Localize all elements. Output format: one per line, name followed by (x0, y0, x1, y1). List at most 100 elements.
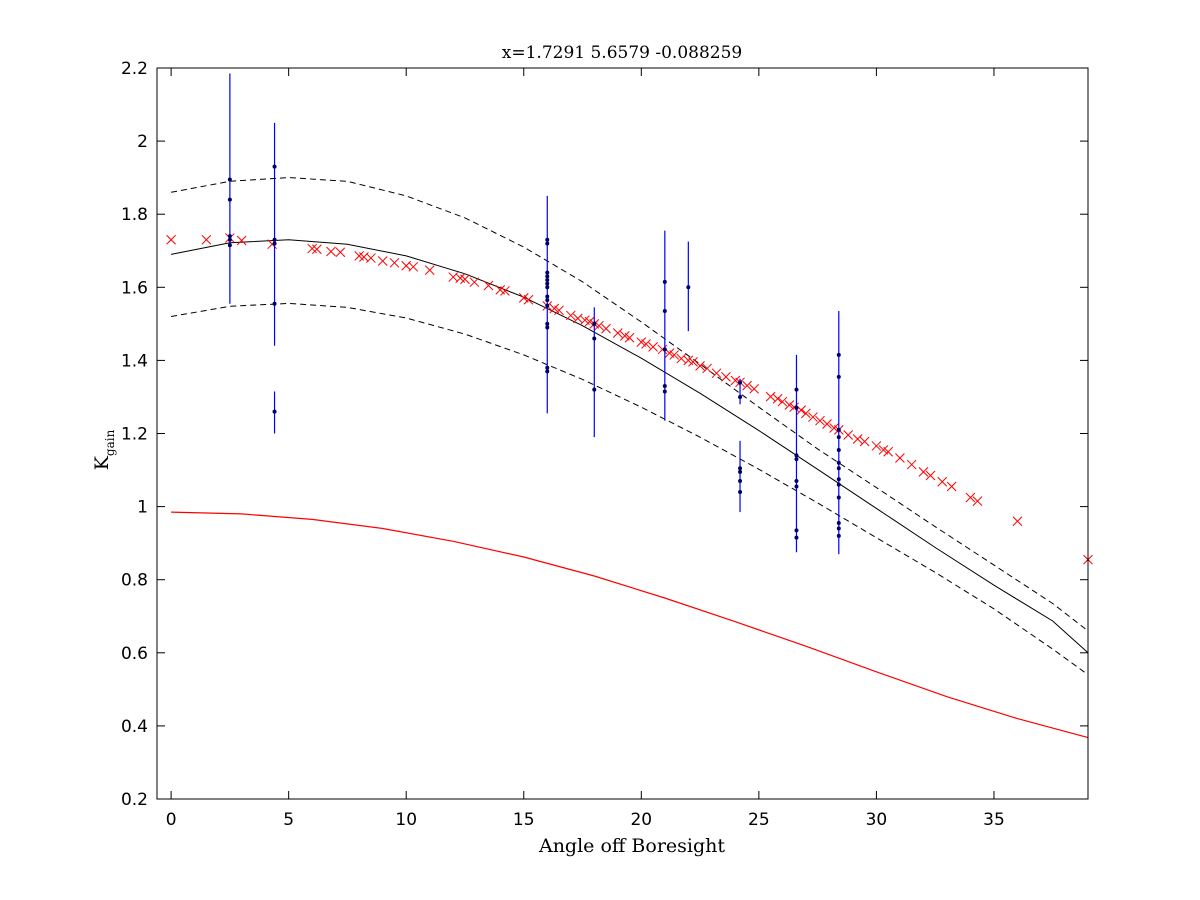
data-point (227, 197, 232, 202)
data-point (836, 526, 841, 531)
data-point (836, 435, 841, 440)
measured-x-marker (749, 384, 760, 394)
measured-x-marker (669, 350, 680, 360)
measured-x-marker (624, 332, 635, 343)
data-point (545, 303, 550, 308)
measured-x-marker (918, 467, 929, 477)
measured-x-stroke (871, 441, 882, 451)
measured-x-marker (925, 470, 936, 481)
data-point (738, 489, 743, 494)
measured-x-marker (843, 430, 854, 440)
measured-x-stroke (946, 481, 957, 492)
measured-x-stroke (695, 361, 705, 371)
data-point (662, 347, 667, 352)
measured-x-stroke (636, 337, 647, 347)
measured-x-stroke (500, 286, 510, 296)
measured-x-marker (377, 256, 388, 266)
measured-x-marker (772, 393, 783, 404)
y-tick-label: 1.4 (121, 351, 148, 371)
y-tick-label: 2 (137, 132, 148, 152)
measured-x-marker (312, 244, 322, 255)
measured-x-stroke (895, 453, 905, 463)
measured-x-marker (965, 492, 976, 503)
measured-x-stroke (918, 467, 929, 477)
measured-x-marker (895, 453, 905, 463)
data-point (227, 237, 232, 242)
measured-x-marker (612, 328, 623, 338)
measured-x-marker (594, 320, 604, 331)
measured-x-stroke (307, 243, 318, 254)
measured-x-stroke (937, 476, 948, 487)
data-point (794, 387, 799, 392)
measured-x-marker (236, 235, 247, 246)
y-tick-label: 2.2 (121, 59, 148, 79)
data-point (545, 294, 550, 299)
measured-x-marker (784, 400, 795, 410)
measured-x-stroke (201, 234, 212, 245)
measured-x-marker (801, 408, 811, 419)
model-curve (171, 511, 1089, 739)
data-point (836, 447, 841, 452)
measured-x-stroke (683, 355, 694, 366)
measured-x-stroke (483, 280, 494, 291)
data-point (545, 270, 550, 275)
x-tick-label: 25 (748, 810, 770, 830)
measured-x-stroke (843, 430, 854, 440)
measured-x-stroke (354, 251, 365, 261)
data-point (794, 405, 799, 410)
data-point (272, 241, 277, 246)
measured-x-stroke (523, 294, 534, 305)
measured-x-marker (1012, 516, 1023, 527)
measured-x-marker (201, 234, 212, 245)
measured-x-marker (742, 380, 752, 391)
measured-x-stroke (389, 257, 400, 268)
measured-x-marker (702, 363, 712, 374)
measured-x-marker (408, 261, 419, 272)
axes-frame (156, 67, 1089, 800)
measured-x-stroke (852, 434, 863, 444)
measured-x-marker (572, 313, 583, 324)
measured-x-stroke (664, 348, 675, 358)
measured-x-stroke (972, 496, 983, 506)
measured-x-stroke (796, 405, 807, 415)
x-axis-title: Angle off Boresight (538, 835, 725, 857)
data-point (794, 453, 799, 458)
measured-x-marker (676, 353, 687, 364)
data-point (836, 427, 841, 432)
measured-x-stroke (601, 323, 611, 334)
measured-x-marker (852, 434, 863, 444)
measured-x-stroke (789, 402, 799, 413)
measured-x-stroke (594, 320, 604, 331)
y-tick-label: 1.2 (121, 425, 148, 445)
data-point (662, 309, 667, 314)
x-tick-label: 5 (283, 810, 294, 830)
x-tick-label: 15 (513, 810, 535, 830)
measured-x-stroke (878, 445, 889, 455)
measured-x-marker (789, 402, 799, 413)
measured-x-marker (469, 277, 480, 288)
measured-x-stroke (669, 350, 680, 360)
data-point (227, 243, 232, 248)
data-point (836, 477, 841, 482)
data-point (836, 352, 841, 357)
measured-x-stroke (822, 419, 832, 429)
measured-x-marker (765, 391, 776, 402)
measured-x-marker (883, 446, 894, 457)
data-point (592, 321, 597, 326)
measured-x-stroke (772, 393, 783, 404)
data-point (545, 325, 550, 330)
measured-x-stroke (312, 244, 322, 255)
measured-x-stroke (236, 235, 247, 246)
measured-x-stroke (641, 339, 651, 349)
measured-x-marker (695, 361, 705, 371)
measured-x-stroke (366, 253, 376, 263)
x-tick-label: 0 (166, 810, 177, 830)
data-point (545, 281, 550, 286)
y-axis-title: Kgain (91, 429, 117, 470)
y-axis-title-subscript: gain (103, 429, 117, 456)
y-tick-label: 0.4 (121, 717, 148, 737)
measured-x-stroke (424, 265, 435, 275)
measured-x-marker (822, 419, 832, 429)
axis-ticks: 0 5 10 15 20 25 30 35 0.2 0.4 0.6 0.8 1 1.2 1.4 1.6 1.8 2… (121, 59, 1088, 830)
